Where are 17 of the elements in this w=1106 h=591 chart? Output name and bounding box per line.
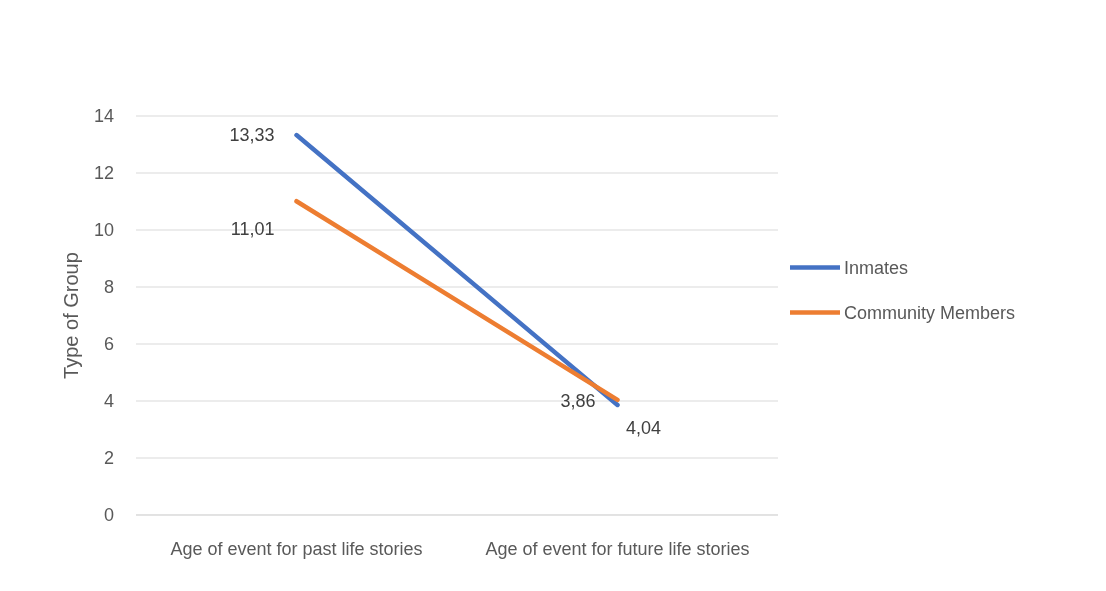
y-tick-label: 10: [93, 220, 114, 241]
y-tick-label: 12: [93, 163, 114, 184]
x-tick-label: Age of event for future life stories: [485, 539, 750, 559]
y-tick-label: 2: [103, 448, 114, 469]
legend-label: Inmates: [844, 257, 909, 278]
y-tick-label: 6: [103, 334, 114, 355]
y-tick-label: 8: [103, 277, 114, 298]
y-axis-title: Type of Group: [60, 252, 82, 379]
y-tick-label: 0: [103, 505, 114, 526]
y-tick-label: 4: [103, 391, 114, 412]
data-label: 3,86: [560, 390, 596, 411]
y-tick-label: 14: [93, 106, 114, 127]
data-label: 13,33: [229, 125, 275, 146]
x-tick-label: Age of event for past life stories: [170, 539, 423, 559]
legend-label: Community Members: [844, 302, 1016, 323]
data-label: 4,04: [625, 417, 662, 438]
data-label: 11,01: [230, 219, 275, 240]
